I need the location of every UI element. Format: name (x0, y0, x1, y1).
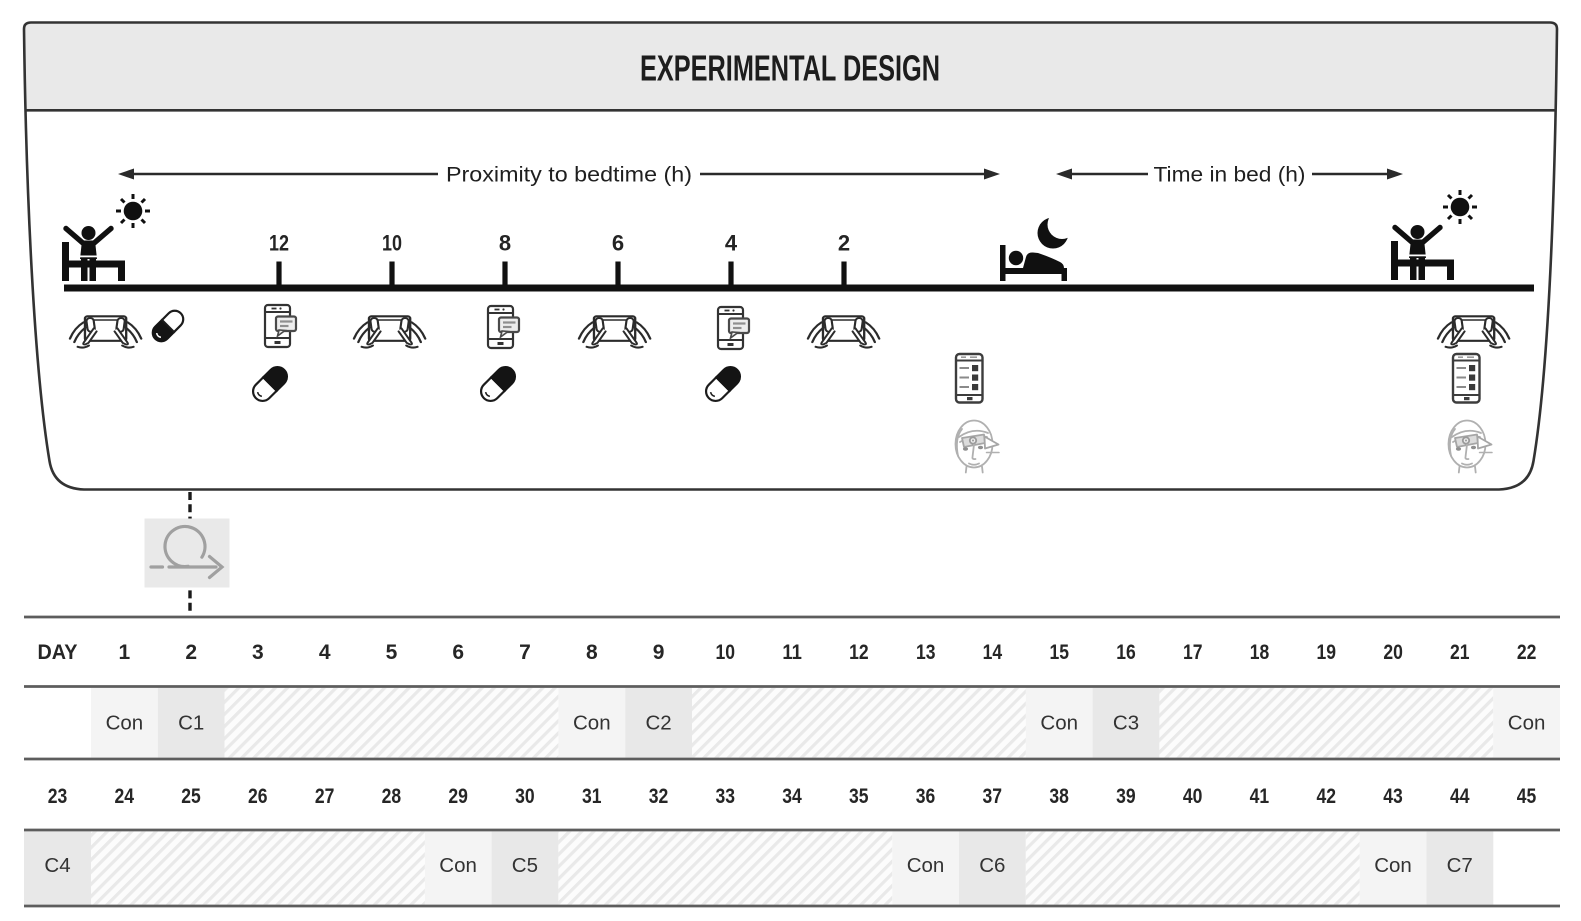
svg-text:22: 22 (1517, 641, 1537, 664)
svg-text:12: 12 (269, 231, 289, 256)
svg-text:31: 31 (582, 785, 602, 808)
svg-text:DAY: DAY (38, 641, 78, 664)
svg-text:33: 33 (715, 785, 735, 808)
svg-text:C6: C6 (979, 854, 1005, 877)
svg-text:Con: Con (439, 854, 477, 877)
svg-text:17: 17 (1183, 641, 1203, 664)
svg-text:13: 13 (916, 641, 936, 664)
svg-text:40: 40 (1183, 785, 1203, 808)
svg-text:41: 41 (1250, 785, 1270, 808)
svg-text:6: 6 (452, 641, 464, 664)
svg-text:37: 37 (983, 785, 1003, 808)
svg-text:38: 38 (1049, 785, 1069, 808)
svg-text:35: 35 (849, 785, 869, 808)
svg-text:2: 2 (838, 231, 850, 256)
svg-text:1: 1 (119, 641, 131, 664)
svg-text:25: 25 (181, 785, 201, 808)
svg-text:Con: Con (1508, 712, 1546, 735)
svg-text:24: 24 (115, 785, 135, 808)
svg-text:12: 12 (849, 641, 869, 664)
svg-text:8: 8 (586, 641, 598, 664)
svg-text:15: 15 (1049, 641, 1069, 664)
svg-text:29: 29 (448, 785, 468, 808)
svg-text:11: 11 (782, 641, 802, 664)
svg-text:4: 4 (319, 641, 331, 664)
svg-text:42: 42 (1316, 785, 1336, 808)
svg-text:C3: C3 (1113, 712, 1139, 735)
svg-text:Proximity to bedtime (h): Proximity to bedtime (h) (446, 163, 692, 187)
svg-text:Con: Con (1040, 712, 1078, 735)
svg-text:39: 39 (1116, 785, 1136, 808)
svg-text:C7: C7 (1447, 854, 1473, 877)
svg-text:6: 6 (612, 231, 624, 256)
svg-text:34: 34 (782, 785, 802, 808)
svg-text:9: 9 (653, 641, 665, 664)
svg-text:36: 36 (916, 785, 936, 808)
svg-text:20: 20 (1383, 641, 1403, 664)
svg-text:EXPERIMENTAL DESIGN: EXPERIMENTAL DESIGN (640, 48, 940, 89)
svg-text:28: 28 (382, 785, 402, 808)
svg-text:Con: Con (1374, 854, 1412, 877)
svg-text:26: 26 (248, 785, 268, 808)
svg-text:3: 3 (252, 641, 264, 664)
svg-text:7: 7 (519, 641, 531, 664)
svg-text:16: 16 (1116, 641, 1136, 664)
svg-text:Time in bed (h): Time in bed (h) (1154, 163, 1306, 187)
svg-text:C1: C1 (178, 712, 204, 735)
svg-text:23: 23 (48, 785, 68, 808)
svg-text:Con: Con (907, 854, 945, 877)
svg-text:27: 27 (315, 785, 335, 808)
svg-text:21: 21 (1450, 641, 1470, 664)
svg-text:2: 2 (185, 641, 197, 664)
svg-text:43: 43 (1383, 785, 1403, 808)
svg-text:30: 30 (515, 785, 535, 808)
svg-text:14: 14 (983, 641, 1003, 664)
svg-text:4: 4 (725, 231, 738, 256)
svg-text:C2: C2 (645, 712, 671, 735)
svg-text:8: 8 (499, 231, 511, 256)
svg-text:Con: Con (573, 712, 611, 735)
svg-text:45: 45 (1517, 785, 1537, 808)
svg-text:5: 5 (386, 641, 398, 664)
svg-text:10: 10 (716, 641, 736, 664)
svg-text:10: 10 (382, 231, 402, 256)
svg-text:18: 18 (1250, 641, 1270, 664)
svg-text:32: 32 (649, 785, 669, 808)
svg-text:44: 44 (1450, 785, 1470, 808)
svg-text:19: 19 (1317, 641, 1337, 664)
svg-text:C4: C4 (44, 854, 70, 877)
svg-text:Con: Con (106, 712, 144, 735)
svg-text:C5: C5 (512, 854, 538, 877)
